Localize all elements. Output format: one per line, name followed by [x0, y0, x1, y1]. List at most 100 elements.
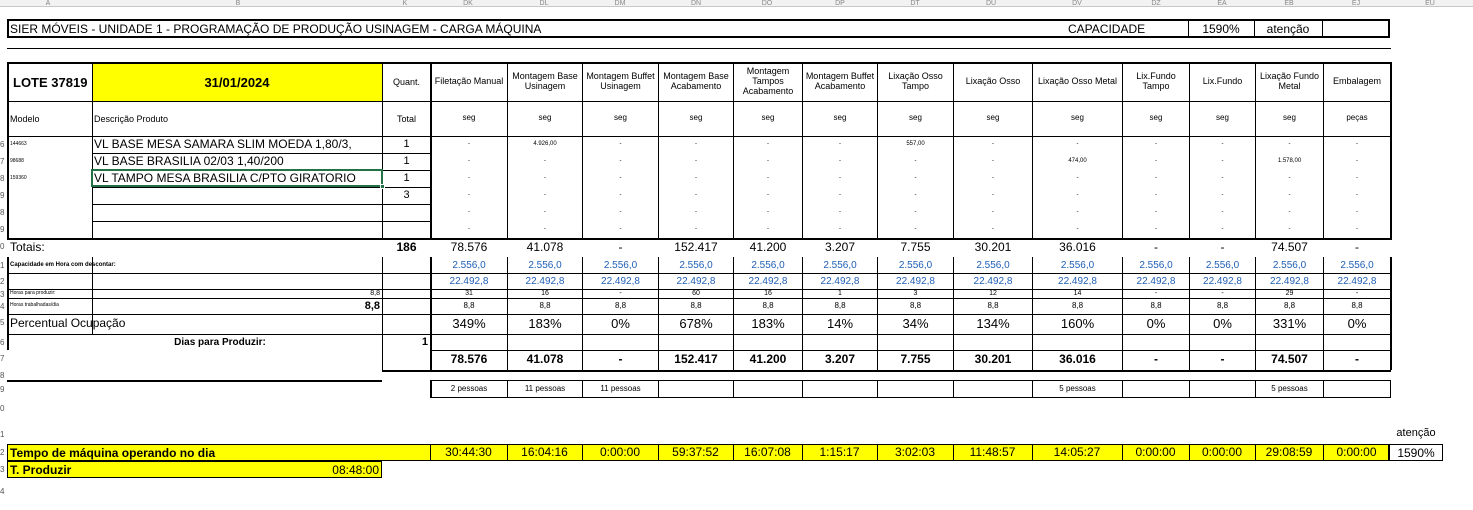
row-number[interactable]: 3 — [0, 290, 5, 299]
row-number[interactable]: 1 — [0, 261, 5, 270]
produzir-row — [7, 461, 382, 478]
total-label: Total — [396, 114, 416, 124]
totals2-value: - — [1154, 352, 1158, 367]
pessoas-value: 11 pessoas — [600, 383, 641, 393]
totais-value: - — [1355, 239, 1359, 254]
grid-line — [733, 63, 734, 239]
column-letter[interactable]: K — [402, 0, 408, 6]
produzir-value: 08:48:00 — [332, 463, 379, 477]
column-letter[interactable]: DN — [690, 0, 702, 6]
station-unit: seg — [462, 112, 476, 122]
row-number[interactable]: 9 — [0, 191, 5, 200]
column-letter[interactable]: A — [45, 0, 51, 6]
row-number[interactable]: 4 — [0, 487, 5, 496]
capacidade-value: 2.556,0 — [751, 259, 785, 271]
product-qty: 1 — [403, 172, 410, 185]
row-number[interactable]: 9 — [0, 225, 5, 234]
tempo-value: 59:37:52 — [672, 444, 719, 459]
row-number[interactable]: 3 — [0, 465, 5, 474]
horas-produzir-cell: 16 — [541, 289, 549, 297]
product-value: - — [1221, 192, 1224, 199]
totais-value: 41.078 — [526, 239, 564, 254]
product-qty: 1 — [403, 155, 410, 168]
totals2-value: - — [618, 352, 623, 367]
row-number[interactable]: 6 — [0, 338, 5, 347]
column-letter[interactable]: DZ — [1151, 0, 1161, 6]
column-letter[interactable]: DL — [539, 0, 549, 6]
column-letter[interactable]: EU — [1425, 0, 1435, 6]
product-value: - — [1288, 226, 1291, 233]
percentual-value: 160% — [1060, 315, 1095, 331]
column-letter[interactable]: DO — [761, 0, 773, 6]
row-number[interactable]: 0 — [0, 404, 5, 413]
capacidade-value: 2.556,0 — [1060, 259, 1095, 271]
grid-line — [1189, 380, 1190, 397]
row-number[interactable]: 8 — [0, 371, 5, 380]
pct-bottom-cell — [1389, 444, 1443, 461]
column-letter[interactable]: DU — [985, 0, 997, 6]
column-letter[interactable]: B — [235, 0, 241, 6]
row2-value: 22.492,8 — [896, 275, 935, 287]
product-value: - — [619, 226, 622, 233]
date-cell[interactable] — [92, 63, 382, 101]
column-letter[interactable]: DM — [614, 0, 626, 6]
product-value: - — [767, 209, 769, 216]
row-number[interactable]: 2 — [0, 277, 5, 286]
tempo-value: 0:00:00 — [1336, 444, 1377, 459]
row-number[interactable]: 1 — [0, 430, 5, 439]
grid-line — [7, 136, 1391, 137]
pessoas-value: 2 pessoas — [450, 383, 488, 393]
grid-line — [430, 380, 1391, 381]
station-unit: seg — [538, 112, 552, 122]
tempo-cell-border — [1032, 444, 1122, 461]
row-number[interactable]: 2 — [0, 448, 5, 457]
product-value: - — [839, 175, 841, 182]
tempo-value: 3:02:03 — [894, 444, 936, 459]
tempo-cell-border — [802, 444, 877, 461]
horas-trabalhadas-cell: 8,8 — [614, 300, 627, 310]
row-number[interactable]: 6 — [0, 140, 5, 149]
column-letter[interactable]: EA — [1217, 0, 1227, 6]
product-value: - — [468, 209, 470, 216]
selected-cell[interactable] — [91, 169, 383, 187]
product-value: - — [1356, 158, 1358, 165]
column-letter[interactable]: DK — [463, 0, 473, 6]
tempo-row — [7, 444, 1389, 461]
station-unit: seg — [689, 112, 703, 122]
tempo-cell-border — [1323, 444, 1390, 461]
percentual-value: 134% — [976, 315, 1010, 331]
grid-line — [1189, 63, 1190, 239]
row-number[interactable]: 0 — [0, 242, 5, 251]
row-number[interactable]: 7 — [0, 354, 5, 363]
grid-line — [7, 257, 9, 350]
column-letter[interactable]: DV — [1072, 0, 1082, 6]
grid-line — [7, 273, 1391, 274]
grid-line — [953, 380, 954, 397]
product-value: - — [914, 175, 917, 182]
product-qty: 3 — [403, 189, 410, 202]
product-value: - — [767, 158, 769, 165]
capacidade-value: 2.556,0 — [1139, 259, 1173, 271]
totals2-value: 30.201 — [974, 352, 1012, 367]
totals2-value: 41.078 — [526, 352, 564, 367]
product-value: 474,00 — [1068, 158, 1087, 165]
row-number[interactable]: 8 — [0, 174, 5, 183]
station-header: Lixação Osso — [965, 76, 1021, 87]
dias-value: 1 — [421, 335, 428, 348]
row-number[interactable]: 4 — [0, 302, 5, 311]
grid-line — [382, 370, 1391, 372]
row2-value: 22.492,8 — [748, 275, 788, 287]
column-letter[interactable]: DT — [910, 0, 920, 6]
selection-handle[interactable] — [380, 184, 385, 189]
column-letter[interactable]: EB — [1284, 0, 1294, 6]
column-letter[interactable]: DP — [835, 0, 845, 6]
row-number[interactable]: 9 — [0, 385, 5, 394]
row-number[interactable]: 8 — [0, 208, 5, 217]
product-value: - — [1076, 226, 1079, 233]
horas-trabalhadas-cell: 8,8 — [909, 300, 922, 310]
tempo-cell-border — [953, 444, 1032, 461]
column-letter[interactable]: EJ — [1351, 0, 1361, 6]
row-number[interactable]: 5 — [0, 318, 5, 327]
percentual-value: 34% — [902, 315, 929, 331]
row-number[interactable]: 7 — [0, 157, 5, 166]
